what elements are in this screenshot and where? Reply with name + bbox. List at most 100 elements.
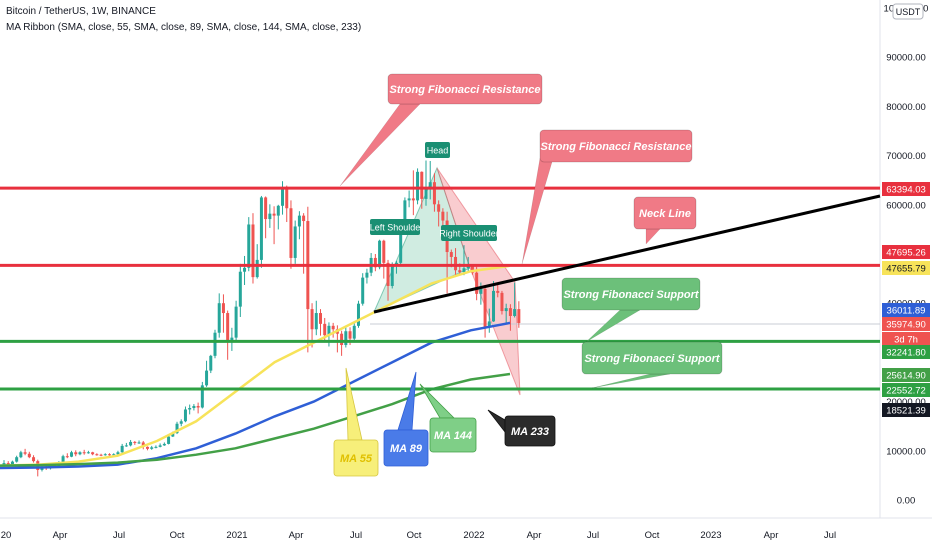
callout-box [561, 277, 701, 311]
callout-text: Strong Fibonacci Resistance [390, 84, 541, 96]
candle-body [411, 198, 415, 201]
ma-line [0, 321, 511, 470]
candle-body [352, 325, 356, 339]
currency-badge-label: USDT [896, 7, 921, 17]
candle-body [10, 461, 14, 466]
candle-body [314, 313, 318, 330]
candle-body [268, 213, 272, 220]
x-tick-label: Jul [824, 530, 836, 541]
candle-body [255, 259, 259, 278]
candle-body [285, 188, 289, 209]
callouts: Left Shoulde Head Right Shoulder Strong Fib… [333, 73, 723, 477]
candle-body [327, 325, 331, 336]
candle-body [449, 252, 453, 257]
candle-body [496, 290, 500, 293]
y-tick-label: 0.00 [897, 496, 916, 507]
grid [0, 0, 932, 519]
candle-body [188, 407, 192, 410]
candle-body [331, 325, 335, 330]
candle-body [344, 331, 348, 346]
candle-body [167, 436, 171, 444]
x-tick-label: Apr [289, 530, 304, 541]
candle-body [95, 454, 99, 456]
candle-body [27, 453, 31, 458]
candle-body [373, 257, 377, 268]
x-tick-label: Jul [113, 530, 125, 541]
ma-label-pointer [487, 409, 506, 434]
candle-body [23, 452, 27, 454]
price-label-bg [882, 368, 930, 382]
candle-body [437, 204, 441, 212]
candle-body [508, 308, 512, 316]
pattern-label: Right Shoulder [439, 229, 499, 239]
candle-body [247, 224, 251, 268]
candle-body [129, 441, 133, 446]
candle-body [310, 309, 314, 330]
price-label-bg [882, 345, 930, 359]
ma-label-box [429, 417, 477, 453]
candle-body [209, 355, 213, 371]
candle-body [171, 433, 175, 437]
candle-body [289, 208, 293, 258]
price-label: 36011.89 [887, 306, 926, 317]
candle-body [145, 446, 149, 449]
callout-pointer [339, 103, 421, 187]
candle-body [133, 441, 137, 443]
x-tick-label: 2023 [700, 530, 721, 541]
ma-label-text: MA 89 [390, 443, 423, 455]
ma-label-box [333, 439, 379, 477]
ma-label-box [504, 415, 556, 447]
candle-body [276, 205, 280, 216]
callout-text: Strong Fibonacci Support [584, 353, 720, 365]
callout-pointer [585, 309, 641, 343]
candle-body [108, 454, 111, 456]
x-tick-label: Apr [764, 530, 779, 541]
candle-body [120, 445, 124, 453]
price-label-bg [882, 403, 930, 417]
candle-body [15, 457, 19, 462]
x-tick-label: Jul [587, 530, 599, 541]
price-label: 35974.90 [886, 320, 926, 331]
price-label: 22552.72 [886, 386, 926, 397]
neck-line [373, 194, 881, 314]
callout-box [581, 341, 723, 375]
candle-body [221, 303, 225, 314]
candle-body [234, 306, 238, 338]
price-label-bg [882, 317, 930, 331]
candle-body [154, 446, 158, 448]
callout-pointer [645, 228, 661, 245]
candle-body [116, 452, 120, 455]
candle-body [323, 323, 327, 336]
pattern-label-bg [441, 225, 497, 241]
candle-body [302, 215, 306, 222]
ma-label-text: MA 233 [511, 426, 549, 438]
candle-body [259, 197, 263, 260]
candle-body [399, 229, 403, 263]
y-tick-label: 80000.00 [886, 102, 926, 113]
candle-body [458, 270, 462, 273]
candle-body [424, 188, 428, 199]
x-tick-label: Jul [350, 530, 362, 541]
candle-body [99, 454, 103, 456]
candle-body [137, 442, 141, 444]
candle-body [281, 188, 285, 206]
price-label: 32241.80 [886, 348, 926, 359]
candle-body [226, 313, 230, 341]
candle-body [238, 271, 242, 307]
x-tick-label: 2022 [463, 530, 484, 541]
callout-text: Strong Fibonacci Support [563, 289, 699, 301]
candle-body [319, 313, 322, 324]
candle-body [475, 272, 479, 294]
price-axis: 0.0010000.0020000.0030000.0040000.005000… [882, 3, 930, 507]
candle-body [74, 452, 78, 455]
ma-label-text: MA 55 [340, 453, 373, 465]
candle-body [141, 442, 145, 447]
candle-body [432, 182, 436, 205]
candle-body [32, 457, 36, 462]
y-tick-label: 10000.00 [886, 446, 926, 457]
price-label-bg [882, 383, 930, 397]
candle-body [272, 213, 276, 216]
ma-label-text: MA 144 [434, 430, 472, 442]
pattern-label-bg [370, 219, 420, 235]
